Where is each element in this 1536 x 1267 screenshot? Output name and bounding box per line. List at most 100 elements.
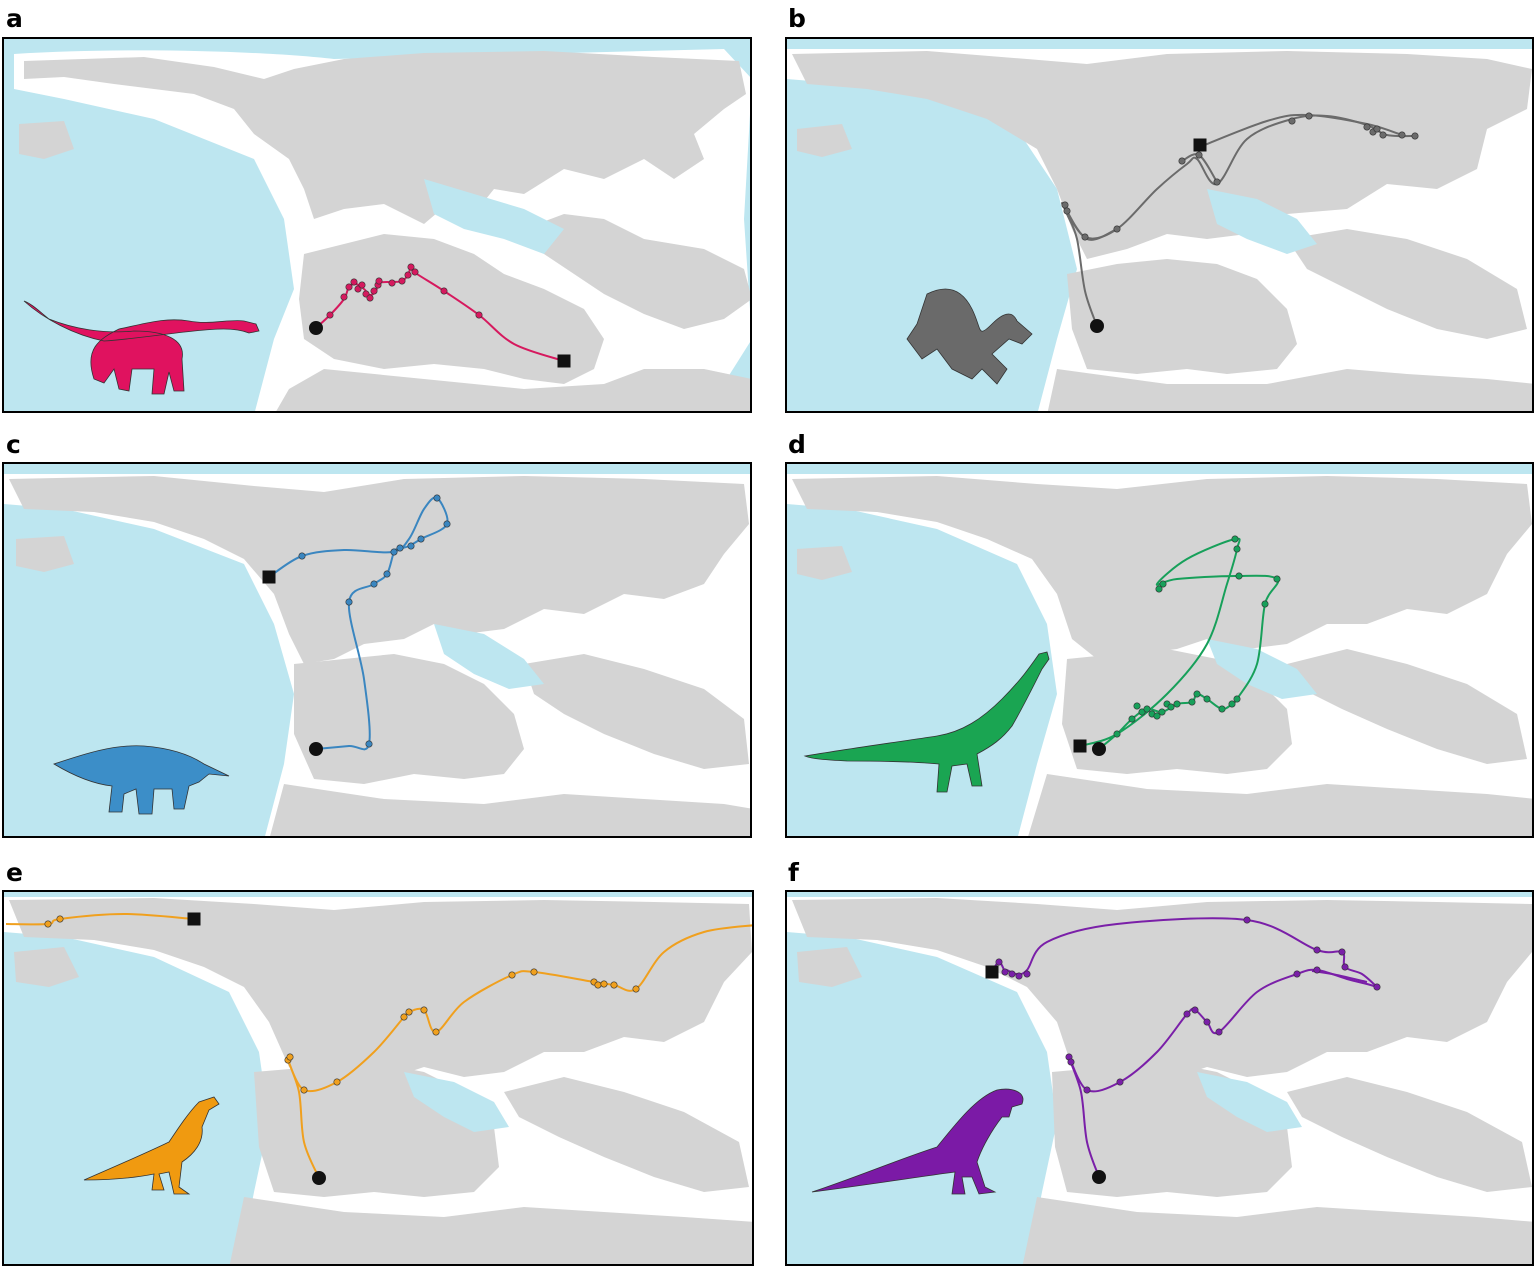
route-node-e: [508, 971, 516, 979]
route-node-c: [298, 552, 306, 560]
paleomap-a: [2, 37, 752, 413]
route-node-b: [1288, 117, 1296, 125]
route-node-d: [1235, 572, 1243, 580]
route-node-d: [1158, 708, 1166, 716]
route-node-f: [1341, 963, 1349, 971]
route-node-d: [1159, 580, 1167, 588]
route-node-e: [530, 968, 538, 976]
route-node-f: [1001, 968, 1009, 976]
route-node-b: [1363, 123, 1371, 131]
route-node-d: [1228, 700, 1236, 708]
route-node-f: [1116, 1078, 1124, 1086]
map-canvas-f: [787, 897, 1532, 1264]
landmass-c: [4, 474, 750, 836]
route-node-b: [1398, 131, 1406, 139]
route-node-e: [300, 1086, 308, 1094]
landmass-b: [787, 49, 1532, 411]
route-node-b: [1063, 207, 1071, 215]
route-node-c: [417, 535, 425, 543]
paleomap-e: [2, 890, 754, 1266]
route-node-c: [407, 542, 415, 550]
landmass-d: [787, 474, 1532, 836]
paleomap-d: [785, 462, 1534, 838]
route-a: [309, 263, 571, 368]
end-marker-e: [187, 912, 201, 926]
sauropod-icon: [803, 651, 1050, 793]
route-node-a: [407, 263, 415, 271]
end-marker-a: [557, 354, 571, 368]
route-node-d: [1133, 702, 1141, 710]
route-node-e: [400, 1013, 408, 1021]
route-node-d: [1128, 715, 1136, 723]
route-node-c: [370, 580, 378, 588]
end-marker-f: [985, 965, 999, 979]
panel-label-e: e: [6, 858, 23, 887]
route-node-e: [432, 1028, 440, 1036]
route-node-a: [350, 278, 358, 286]
start-marker-c: [309, 742, 323, 756]
route-node-e: [420, 1006, 428, 1014]
route-node-f: [1183, 1010, 1191, 1018]
route-node-d: [1233, 695, 1241, 703]
route-node-a: [345, 283, 353, 291]
end-marker-d: [1073, 739, 1087, 753]
route-node-d: [1193, 690, 1201, 698]
start-marker-f: [1092, 1170, 1106, 1184]
route-node-d: [1203, 695, 1211, 703]
route-node-c: [390, 548, 398, 556]
route-node-a: [440, 287, 448, 295]
route-node-e: [594, 981, 602, 989]
end-marker-c: [262, 570, 276, 584]
route-node-b: [1305, 112, 1313, 120]
route-node-a: [475, 311, 483, 319]
route-node-f: [1215, 1028, 1223, 1036]
route-node-f: [1373, 983, 1381, 991]
feathered-theropod-icon: [83, 1096, 220, 1195]
panel-label-b: b: [788, 4, 806, 33]
route-node-e: [600, 980, 608, 988]
route-node-a: [404, 271, 412, 279]
route-node-c: [383, 570, 391, 578]
route-node-b: [1373, 125, 1381, 133]
route-node-d: [1233, 545, 1241, 553]
route-node-d: [1173, 700, 1181, 708]
end-marker-b: [1193, 138, 1207, 152]
route-node-f: [1313, 946, 1321, 954]
route-node-e: [333, 1078, 341, 1086]
landmass-e: [4, 897, 752, 1264]
route-node-a: [326, 311, 334, 319]
landmass-a: [14, 49, 750, 411]
route-node-f: [1203, 1018, 1211, 1026]
start-marker-a: [309, 321, 323, 335]
route-node-d: [1273, 575, 1281, 583]
route-node-c: [345, 598, 353, 606]
route-node-c: [443, 520, 451, 528]
route-node-e: [44, 920, 52, 928]
panel-label-a: a: [6, 4, 23, 33]
route-node-c: [396, 544, 404, 552]
route-node-e: [405, 1008, 413, 1016]
sauropodomorph-icon: [23, 300, 260, 395]
route-node-c: [433, 494, 441, 502]
route-node-d: [1188, 698, 1196, 706]
route-node-d: [1167, 703, 1175, 711]
paleomap-f: [785, 890, 1534, 1266]
route-node-a: [388, 279, 396, 287]
route-node-e: [56, 915, 64, 923]
route-node-a: [370, 287, 378, 295]
map-canvas-d: [787, 474, 1532, 836]
route-node-f: [1191, 1006, 1199, 1014]
route-node-d: [1143, 705, 1151, 713]
route-node-f: [1338, 948, 1346, 956]
map-canvas-c: [4, 474, 750, 836]
route-node-f: [1313, 966, 1321, 974]
panel-label-d: d: [788, 430, 806, 459]
start-marker-d: [1092, 742, 1106, 756]
route-node-f: [1015, 972, 1023, 980]
route-node-a: [398, 277, 406, 285]
route-node-b: [1113, 225, 1121, 233]
route-node-a: [358, 281, 366, 289]
route-node-d: [1155, 585, 1163, 593]
route-node-f: [1067, 1058, 1075, 1066]
panel-label-f: f: [788, 858, 799, 887]
